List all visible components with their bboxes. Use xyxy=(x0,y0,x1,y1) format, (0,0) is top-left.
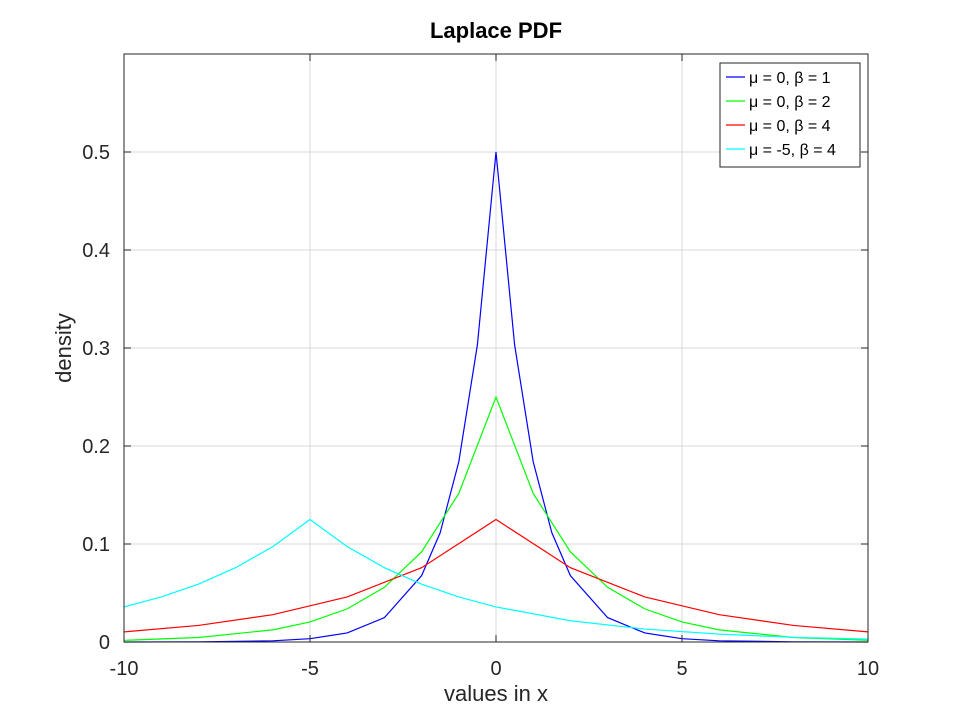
y-tick-label: 0.2 xyxy=(82,436,110,458)
legend: μ = 0, β = 1 μ = 0, β = 2 μ = 0, β = 4 μ = … xyxy=(719,62,861,168)
series-line-1 xyxy=(123,151,869,643)
legend-entry: μ = -5, β = 4 xyxy=(749,142,836,159)
x-tick-label: 10 xyxy=(857,658,879,680)
y-tick-label: 0.5 xyxy=(82,142,110,164)
x-tick-label: -5 xyxy=(301,658,319,680)
legend-entry: μ = 0, β = 4 xyxy=(749,118,831,135)
y-axis-label: density xyxy=(51,313,76,383)
y-tick-label: 0 xyxy=(99,632,110,654)
x-axis-label: values in x xyxy=(444,681,548,706)
axis-ticks: -10 -5 0 5 10 0 0.1 0.2 0.3 0.4 0.5 xyxy=(82,54,879,680)
legend-entry: μ = 0, β = 1 xyxy=(749,70,831,87)
series-line-2 xyxy=(123,395,869,641)
legend-box xyxy=(719,62,861,168)
legend-entry: μ = 0, β = 2 xyxy=(749,94,831,111)
x-tick-label: 0 xyxy=(490,658,501,680)
x-tick-label: 5 xyxy=(676,658,687,680)
series-line-3 xyxy=(123,518,869,633)
y-tick-label: 0.4 xyxy=(82,240,110,262)
series-lines xyxy=(123,151,869,643)
x-tick-label: -10 xyxy=(110,658,139,680)
y-tick-label: 0.3 xyxy=(82,338,110,360)
chart-title: Laplace PDF xyxy=(430,18,562,43)
series-line-4 xyxy=(123,518,869,640)
y-tick-label: 0.1 xyxy=(82,534,110,556)
